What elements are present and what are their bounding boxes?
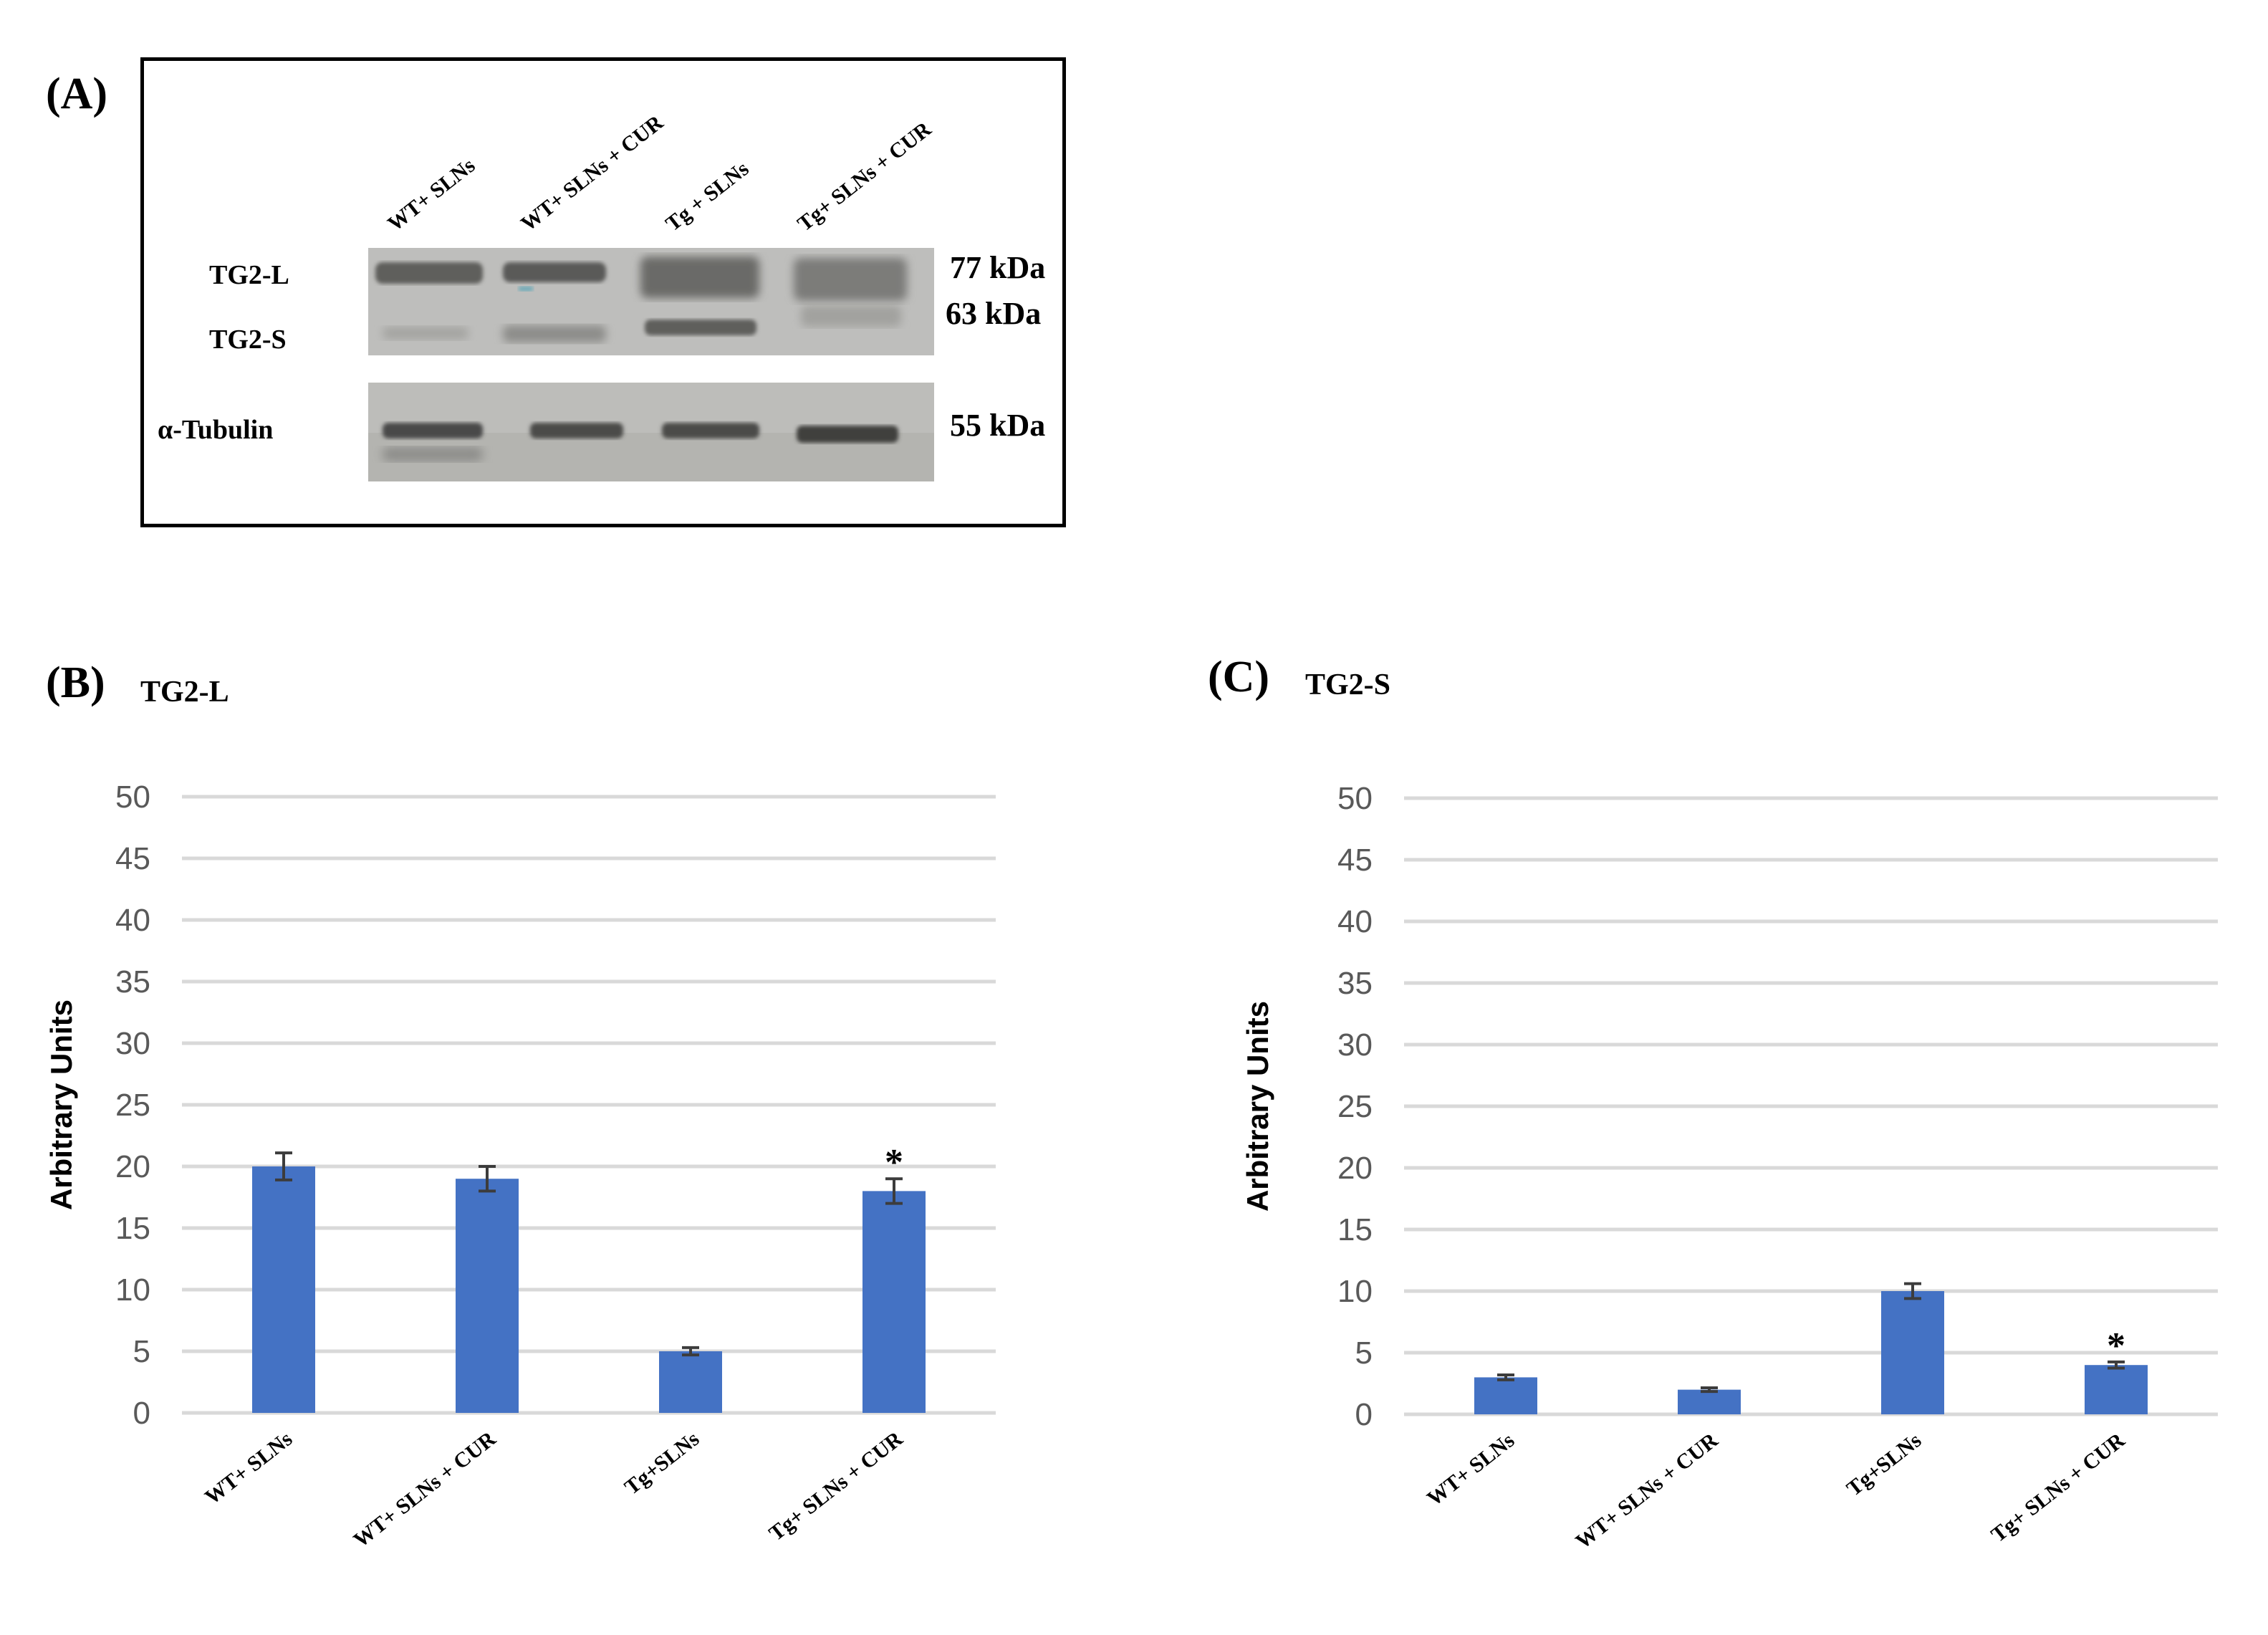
marker-63kda: 63 kDa (946, 296, 1042, 331)
y-tick-label: 0 (133, 1396, 150, 1431)
y-tick-label: 50 (115, 780, 150, 815)
bar (2085, 1365, 2148, 1414)
x-tick-label: WT+ SLNs + CUR (350, 1427, 501, 1552)
significance-marker: * (2107, 1325, 2125, 1366)
bar (659, 1351, 722, 1413)
y-tick-label: 5 (133, 1334, 150, 1369)
y-tick-label: 45 (115, 841, 150, 876)
y-tick-label: 35 (1337, 966, 1373, 1001)
bar (862, 1191, 926, 1413)
y-tick-label: 15 (115, 1211, 150, 1246)
x-tick-label: WT+ SLNs + CUR (1572, 1428, 1723, 1553)
y-tick-label: 50 (1337, 781, 1373, 816)
y-tick-label: 40 (1337, 904, 1373, 939)
panel-b-label: (B) (46, 658, 105, 707)
y-tick-label: 20 (115, 1149, 150, 1184)
band-label-tg2l: TG2-L (209, 260, 289, 290)
bar (456, 1179, 519, 1413)
chart-c-title: TG2-S (1305, 668, 1391, 701)
tg2l-bar-chart: 0 5 10 15 20 25 30 35 40 45 50 Arbitrary Units WT+ S… (44, 780, 996, 1552)
x-tick-label: WT+ SLNs (1423, 1429, 1519, 1511)
tg2-blot-image (368, 248, 934, 355)
x-tick-label: WT+ SLNs (201, 1427, 297, 1510)
y-tick-label: 10 (115, 1272, 150, 1308)
marker-55kda: 55 kDa (950, 408, 1046, 443)
y-tick-label: 15 (1337, 1212, 1373, 1247)
y-tick-label: 30 (115, 1026, 150, 1061)
y-tick-label: 0 (1355, 1397, 1373, 1432)
band-label-tg2s: TG2-S (209, 325, 287, 355)
chart-b-title: TG2-L (140, 676, 229, 709)
y-tick-label: 30 (1337, 1027, 1373, 1063)
y-tick-label: 25 (115, 1088, 150, 1123)
tubulin-blot-image (368, 383, 934, 481)
y-tick-label: 5 (1355, 1336, 1373, 1371)
bar (1881, 1291, 1944, 1414)
panel-c-label: (C) (1208, 653, 1270, 701)
bar (252, 1166, 315, 1413)
y-tick-label: 35 (115, 964, 150, 999)
y-tick-label: 40 (115, 903, 150, 938)
bar (1474, 1377, 1537, 1414)
bar (1678, 1389, 1741, 1414)
y-axis-label: Arbitrary Units (44, 999, 78, 1210)
x-tick-label: Tg+SLNs (1842, 1429, 1926, 1501)
band-label-tubulin: α-Tubulin (158, 415, 274, 445)
x-tick-label: Tg+SLNs (620, 1427, 704, 1500)
panel-a-label: (A) (46, 69, 108, 118)
y-tick-label: 10 (1337, 1274, 1373, 1309)
x-tick-label: Tg+ SLNs + CUR (1986, 1428, 2129, 1547)
marker-77kda: 77 kDa (950, 250, 1046, 285)
significance-marker: * (885, 1142, 903, 1183)
y-tick-label: 45 (1337, 843, 1373, 878)
y-tick-label: 20 (1337, 1151, 1373, 1186)
tg2s-bar-chart: 0 5 10 15 20 25 30 35 40 45 50 Arbitrary Units WT+ S… (1241, 781, 2218, 1553)
y-axis-label: Arbitrary Units (1241, 1001, 1274, 1212)
y-tick-label: 25 (1337, 1089, 1373, 1124)
x-tick-label: Tg+ SLNs + CUR (764, 1427, 907, 1545)
blot-frame (140, 57, 1066, 527)
